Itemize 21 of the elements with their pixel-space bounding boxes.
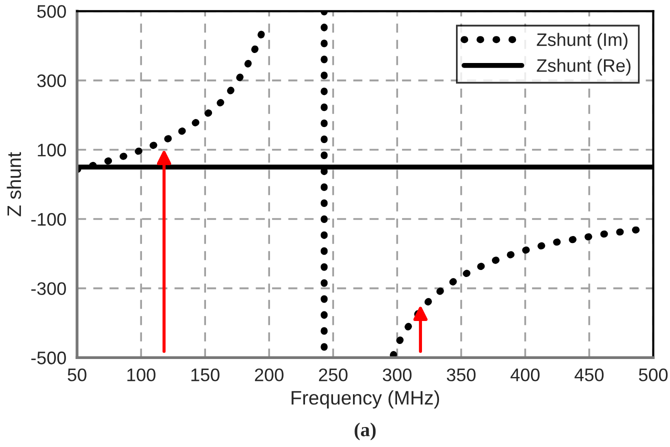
y-tick-label: -500 <box>31 352 66 364</box>
text: (a) <box>354 422 376 440</box>
x-tick-label: 500 <box>638 368 668 382</box>
x-tick-label: 50 <box>68 368 86 382</box>
y-tick-label: -300 <box>31 282 66 296</box>
x-tick-label: 350 <box>446 368 476 382</box>
x-tick-label: 400 <box>510 368 540 382</box>
y-tick-label: 100 <box>38 144 66 156</box>
y-axis-title: Z shunt <box>6 152 22 216</box>
x-tick-label: 450 <box>574 368 604 382</box>
y-tick-label: 300 <box>37 74 66 88</box>
x-axis-title: Frequency (MHz) <box>292 390 440 409</box>
x-tick-label: 100 <box>127 368 156 382</box>
x-tick-label: 250 <box>318 368 348 382</box>
x-tick-label: 300 <box>382 368 412 382</box>
legend-label: Zshunt (Im) <box>536 32 628 50</box>
y-tick-label: -100 <box>31 212 66 226</box>
legend-label: Zshunt (Re) <box>536 58 630 76</box>
y-tick-label: 500 <box>37 5 66 18</box>
x-tick-label: 200 <box>254 368 284 382</box>
x-tick-label: 150 <box>191 368 220 382</box>
